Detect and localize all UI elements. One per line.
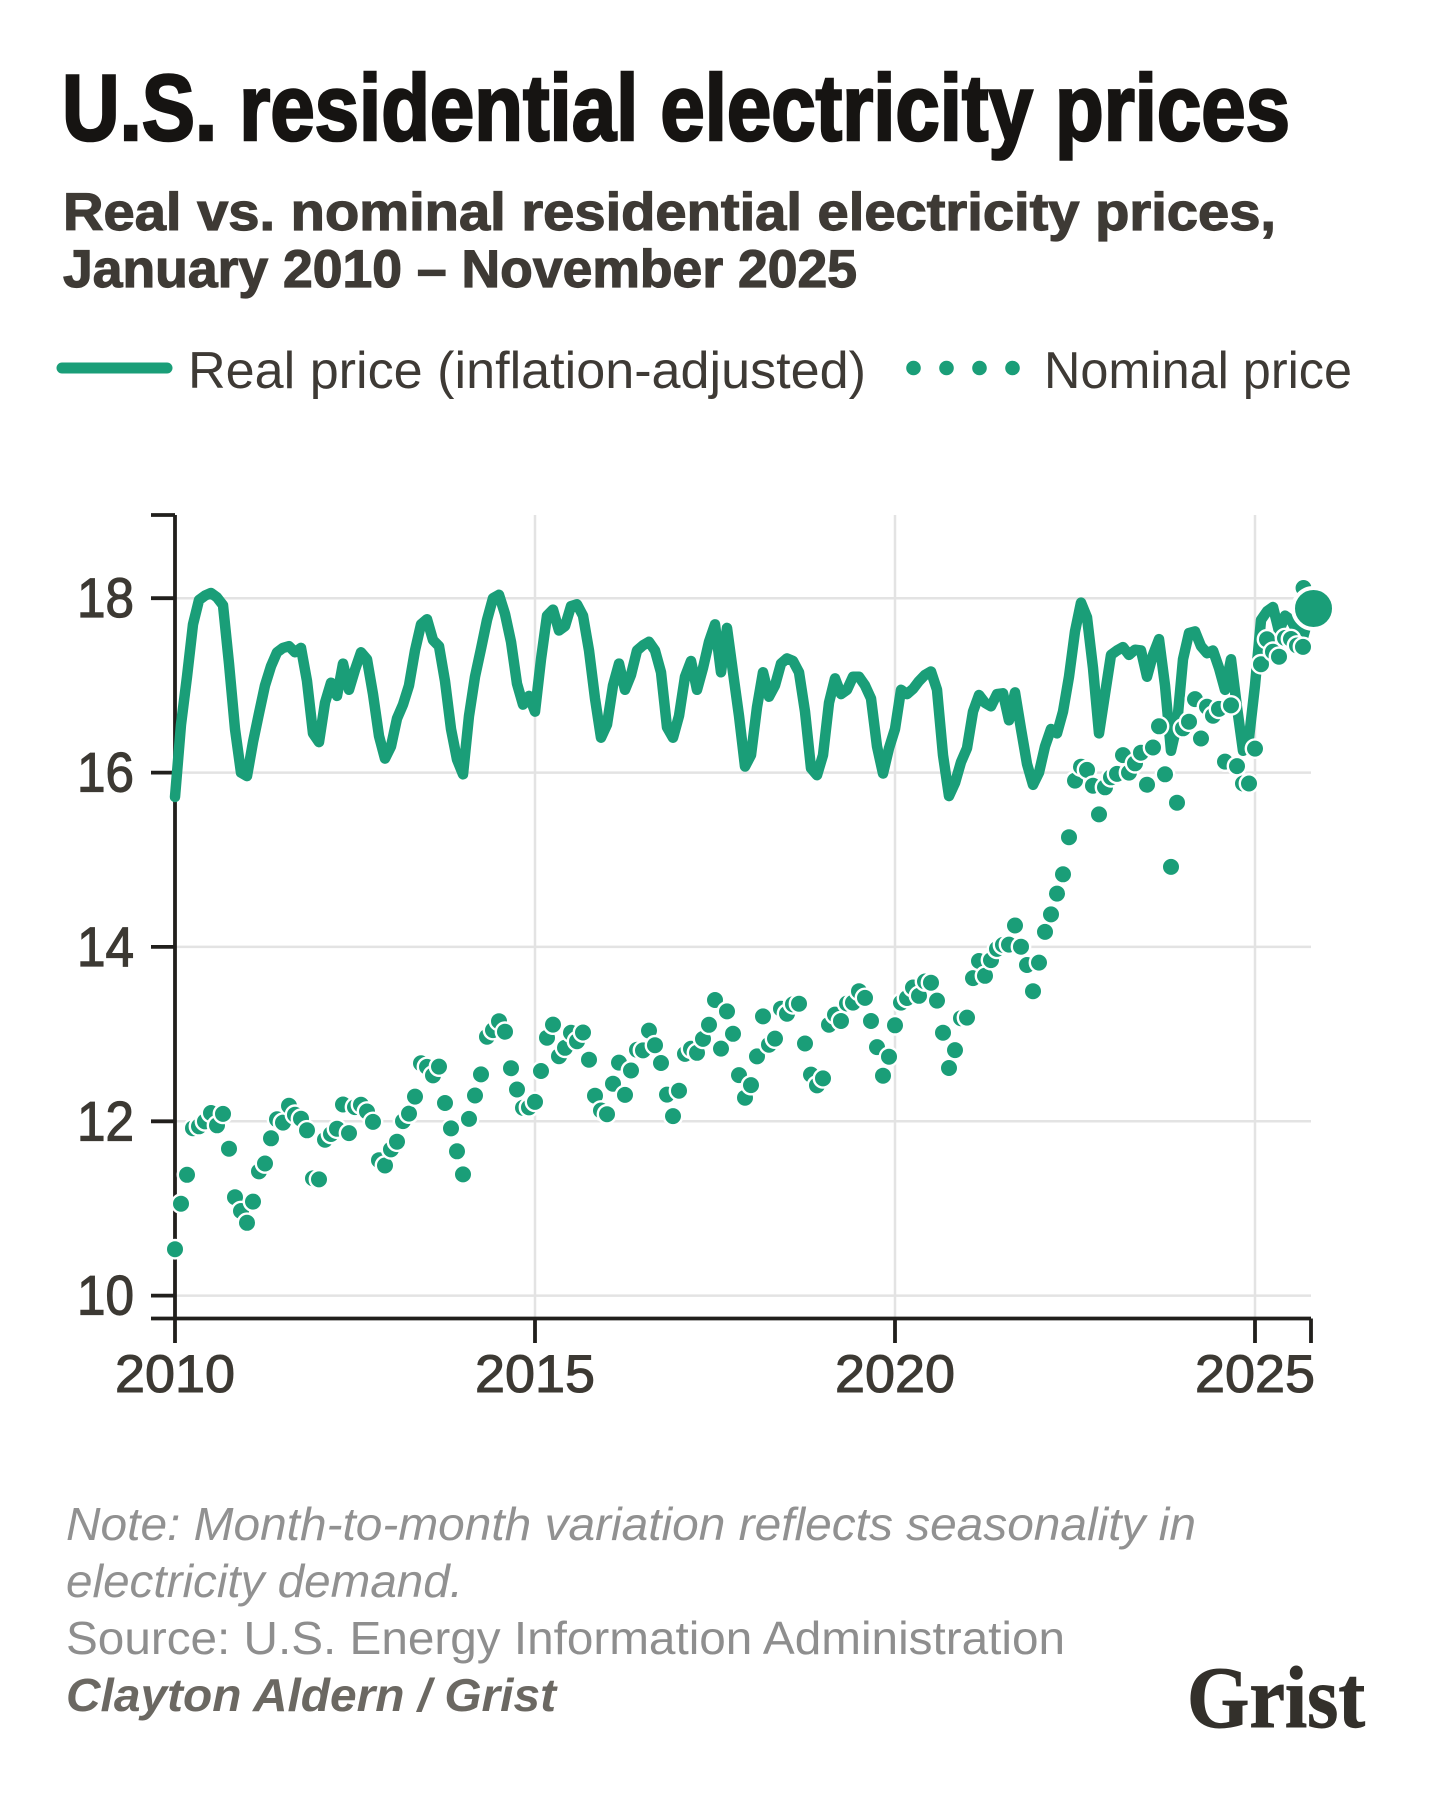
svg-text:Clayton Aldern / Grist: Clayton Aldern / Grist [66,1669,558,1721]
svg-text:12: 12 [77,1089,134,1152]
svg-text:2025: 2025 [1195,1345,1315,1404]
svg-text:Real price (inflation-adjusted: Real price (inflation-adjusted) [188,342,866,400]
svg-text:18: 18 [77,566,134,629]
svg-text:10: 10 [77,1264,134,1327]
svg-text:January 2010 – November 2025: January 2010 – November 2025 [63,240,857,299]
svg-text:Nominal price: Nominal price [1044,342,1352,400]
svg-text:electricity demand.: electricity demand. [66,1555,463,1607]
svg-text:2010: 2010 [115,1345,235,1404]
svg-text:2020: 2020 [835,1345,955,1404]
svg-text:Grist: Grist [1187,1650,1365,1747]
svg-text:U.S. residential electricity p: U.S. residential electricity prices [62,55,1290,160]
svg-text:Source: U.S. Energy Informatio: Source: U.S. Energy Information Administ… [66,1612,1065,1664]
svg-text:Note: Month-to-month variation: Note: Month-to-month variation reflects … [66,1498,1196,1550]
svg-text:14: 14 [77,915,134,978]
svg-text:16: 16 [77,741,134,804]
svg-text:Real vs. nominal residential e: Real vs. nominal residential electricity… [63,183,1276,242]
svg-text:2015: 2015 [475,1345,595,1404]
